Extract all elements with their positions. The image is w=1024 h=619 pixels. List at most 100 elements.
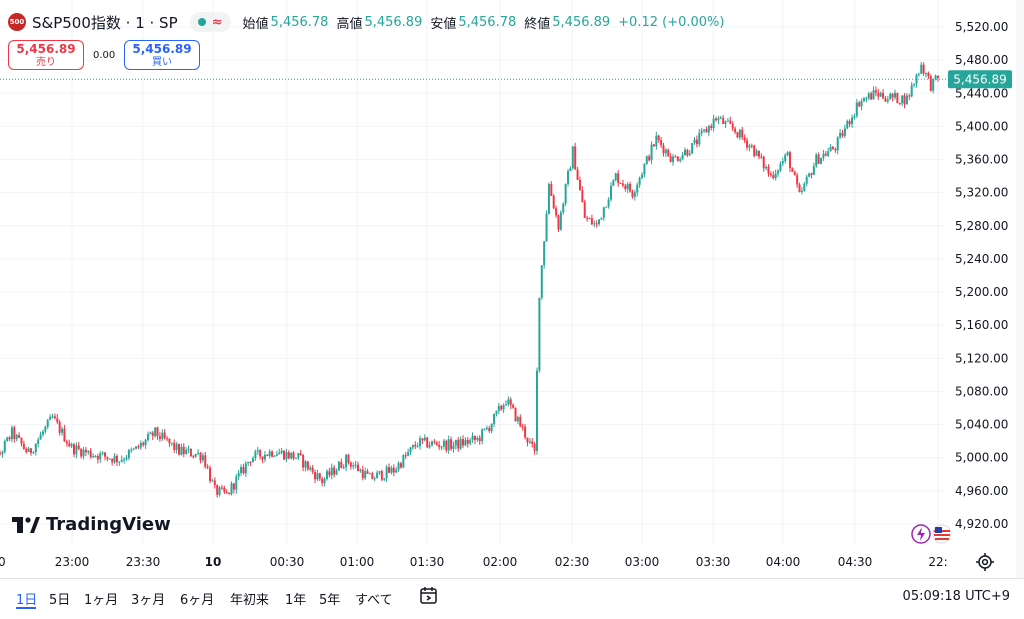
- candle-body: [154, 427, 157, 437]
- range-1m-button[interactable]: 1ヶ月: [84, 593, 119, 608]
- flash-icon[interactable]: [910, 522, 956, 546]
- candle-body: [593, 223, 596, 225]
- candle-body: [831, 146, 834, 149]
- candle-body: [910, 85, 913, 97]
- candle-body: [314, 471, 317, 480]
- candle-body: [247, 461, 250, 464]
- candle-body: [851, 117, 854, 125]
- candle-body: [724, 121, 727, 125]
- candle-body: [562, 203, 565, 213]
- candle-body: [364, 471, 367, 479]
- candle-body: [10, 427, 13, 440]
- range-1y-button[interactable]: 1年: [285, 593, 307, 608]
- settings-icon[interactable]: [974, 551, 996, 573]
- candle-body: [695, 139, 698, 145]
- candle-body: [146, 434, 149, 441]
- range-1d-button[interactable]: 1日: [16, 593, 38, 608]
- symbol-title[interactable]: S&P500指数 · 1 · SP: [32, 13, 178, 32]
- sell-button[interactable]: 5,456.89 売り: [8, 40, 84, 70]
- candle-body: [49, 416, 52, 420]
- candle-body: [3, 441, 6, 453]
- compare-dates-icon[interactable]: [418, 585, 440, 607]
- candle-body: [936, 75, 939, 78]
- y-tick-label: 5,280.00: [955, 219, 1008, 233]
- candle-body: [567, 171, 570, 185]
- candle-body: [820, 157, 823, 164]
- buy-button[interactable]: 5,456.89 買い: [124, 40, 200, 70]
- candle-body: [469, 439, 472, 444]
- range-6m-button[interactable]: 6ヶ月: [180, 593, 215, 608]
- candle-body: [834, 148, 837, 151]
- range-5y-button[interactable]: 5年: [319, 593, 341, 608]
- candle-body: [328, 471, 331, 476]
- candle-body: [125, 457, 128, 460]
- candle-body: [309, 467, 312, 470]
- candle-body: [459, 439, 462, 449]
- x-tick-label: 04:30: [838, 555, 873, 569]
- candle-body: [271, 451, 274, 457]
- range-all-button[interactable]: すべて: [355, 593, 393, 608]
- candle-body: [18, 435, 21, 438]
- candle-body: [526, 437, 529, 443]
- candle-body: [445, 440, 448, 451]
- candle-body: [746, 140, 749, 148]
- candle-body: [540, 265, 543, 298]
- candle-body: [624, 185, 627, 190]
- candle-body: [390, 467, 393, 473]
- range-3m-button[interactable]: 3ヶ月: [131, 593, 166, 608]
- candle-body: [726, 120, 729, 122]
- candle-body: [762, 156, 765, 169]
- clock-timezone[interactable]: 05:09:18 UTC+9: [902, 589, 1010, 604]
- range-5d-button[interactable]: 5日: [49, 593, 71, 608]
- candle-body: [676, 156, 679, 161]
- us-flag-icon[interactable]: [930, 522, 954, 546]
- candle-body: [249, 461, 252, 463]
- candle-body: [886, 99, 889, 102]
- y-tick-label: 5,320.00: [955, 186, 1008, 200]
- candle-body: [137, 446, 140, 448]
- candle-body: [235, 476, 238, 490]
- last-price-tag: [948, 70, 1012, 89]
- candle-body: [490, 424, 493, 432]
- market-status-pill[interactable]: ≈: [189, 12, 231, 32]
- candle-body: [681, 155, 684, 160]
- candle-body: [870, 93, 873, 100]
- ohlc-high-label: 高値: [336, 16, 363, 32]
- candle-body: [729, 120, 732, 124]
- candle-body: [46, 419, 49, 427]
- candle-body: [722, 117, 725, 125]
- market-open-dot-icon: [197, 18, 206, 26]
- candle-body: [240, 467, 243, 473]
- candle-body: [543, 241, 546, 266]
- symbol-header: 500 S&P500指数 · 1 · SP ≈ 始値 5,456.78 高値 5…: [8, 10, 732, 34]
- candle-body: [853, 115, 856, 118]
- candle-body: [879, 92, 882, 97]
- candle-body: [442, 440, 445, 447]
- range-ytd-button[interactable]: 年初来: [230, 593, 270, 608]
- candle-body: [908, 95, 911, 97]
- candle-body: [89, 450, 92, 457]
- candle-body: [8, 437, 11, 440]
- tradingview-logo[interactable]: TradingView: [12, 514, 171, 535]
- candle-body: [712, 118, 715, 129]
- candle-body: [216, 485, 219, 495]
- candle-body: [917, 73, 920, 75]
- y-tick-label: 5,480.00: [955, 53, 1008, 67]
- candle-body: [710, 125, 713, 129]
- candle-body: [41, 431, 44, 435]
- candle-body: [767, 166, 770, 174]
- candle-body: [275, 454, 278, 456]
- candle-body: [15, 435, 18, 440]
- ohlc-low-label: 安値: [430, 16, 457, 32]
- candle-body: [206, 466, 209, 468]
- candle-body: [800, 190, 803, 193]
- candle-body: [743, 137, 746, 141]
- candle-body: [416, 446, 419, 448]
- candle-body: [519, 417, 522, 427]
- candle-body: [865, 98, 868, 100]
- candle-body: [738, 129, 741, 138]
- price-chart[interactable]: 5,456.89 4,920.00 4,960.00 5,000.00 5,040.0…: [0, 0, 1024, 578]
- candle-body: [170, 442, 173, 444]
- candle-body: [278, 452, 281, 455]
- tradingview-logo-text: TradingView: [46, 514, 171, 535]
